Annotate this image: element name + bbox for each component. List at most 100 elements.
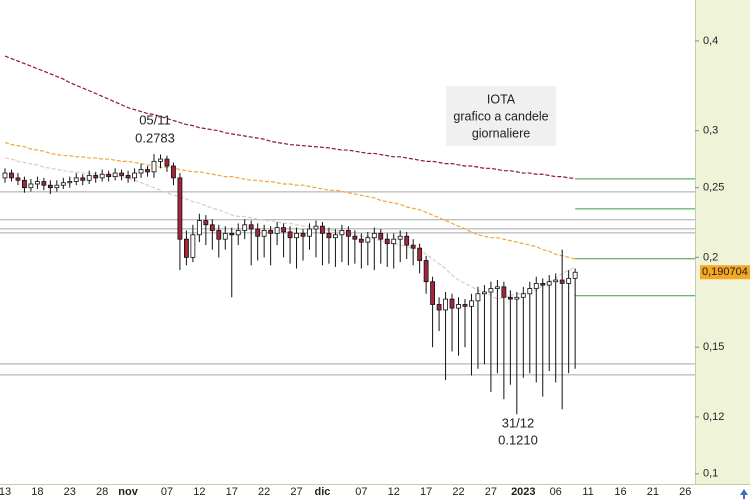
x-tick-label: 06: [550, 486, 562, 498]
candle-body: [2, 172, 8, 179]
candle-body: [177, 177, 183, 240]
candle-body: [41, 181, 47, 186]
candle-body: [307, 228, 312, 237]
candle-body: [138, 169, 144, 174]
x-tick-label: dic: [315, 486, 331, 498]
candle-body: [99, 173, 105, 179]
candle-body: [410, 244, 416, 249]
candle-body: [320, 225, 325, 234]
candle-body: [171, 165, 176, 179]
candle-body: [488, 288, 494, 293]
y-tick-label: 0,25: [703, 182, 724, 194]
x-tick-label: 13: [0, 486, 11, 498]
x-tick-label: 17: [420, 486, 432, 498]
y-tick-label: 0,3: [703, 125, 718, 137]
candle-body: [73, 177, 79, 182]
candle-body: [80, 177, 86, 181]
annotation: 0.1210: [498, 432, 538, 447]
candle-body: [158, 158, 163, 162]
candle-body: [430, 281, 436, 305]
annotation: 31/12: [502, 415, 535, 430]
candle-body: [507, 296, 513, 300]
candle-body: [572, 271, 578, 279]
candle-body: [15, 177, 21, 181]
candle-body: [242, 224, 248, 231]
candle-body: [119, 172, 125, 176]
candle-body: [274, 227, 280, 234]
candle-body: [106, 173, 112, 178]
moving-average: [4, 141, 576, 260]
candle-body: [54, 184, 60, 189]
candle-body: [482, 291, 487, 295]
candle-body: [533, 283, 539, 289]
candle-body: [436, 304, 442, 311]
candle-body: [566, 277, 572, 284]
corner-icon: [740, 489, 748, 499]
candle-body: [456, 304, 461, 309]
candle-body: [339, 230, 345, 236]
annotation: 0.2783: [135, 130, 175, 145]
x-tick-label: 2023: [511, 486, 535, 498]
x-tick-label: 26: [679, 486, 691, 498]
candle-body: [391, 238, 397, 245]
candle-body: [494, 286, 500, 289]
x-tick-label: 22: [258, 486, 270, 498]
x-tick-label: 28: [96, 486, 108, 498]
candle-body: [294, 232, 299, 239]
moving-average: [4, 55, 576, 180]
candle-body: [358, 238, 364, 243]
candle-body: [47, 184, 53, 189]
candle-body: [145, 169, 150, 173]
x-tick-label: 11: [582, 486, 593, 498]
candle-body: [216, 230, 222, 240]
candle-body: [527, 288, 533, 295]
candle-body: [9, 172, 14, 179]
last-price-box: [700, 265, 750, 280]
candle-body: [501, 286, 507, 298]
candle-body: [300, 232, 306, 237]
x-tick-label: 22: [452, 486, 464, 498]
y-tick-label: 0,4: [703, 35, 718, 47]
candle-body: [222, 232, 228, 240]
info-box: [446, 86, 556, 146]
candle-body: [352, 235, 358, 240]
x-tick-label: 07: [355, 486, 367, 498]
info-text: IOTA: [487, 92, 516, 106]
y-axis-panel: [695, 0, 750, 484]
candle-body: [67, 181, 73, 184]
candle-body: [423, 260, 429, 283]
candle-body: [443, 298, 448, 311]
candle-body: [287, 231, 293, 239]
candle-body: [125, 175, 131, 179]
y-tick-label: 0,2: [703, 251, 718, 263]
candle-body: [209, 224, 215, 231]
candle-body: [28, 183, 34, 189]
candle-body: [475, 293, 481, 302]
last-price-label: 0,190704: [702, 266, 748, 278]
candle-body: [190, 234, 196, 258]
candle-body: [333, 234, 338, 239]
candle-body: [203, 220, 209, 226]
candle-body: [93, 175, 99, 179]
annotation: 05/11: [139, 112, 171, 127]
candle-body: [553, 279, 559, 283]
candle-body: [378, 232, 384, 240]
x-tick-label: nov: [118, 486, 138, 498]
x-tick-label: 07: [161, 486, 173, 498]
candle-body: [261, 230, 267, 237]
candle-body: [449, 298, 455, 309]
x-tick-label: 16: [614, 486, 626, 498]
candle-body: [559, 279, 565, 284]
candle-body: [397, 235, 403, 240]
candle-body: [34, 181, 40, 185]
candle-body: [229, 232, 235, 236]
candle-body: [60, 182, 66, 186]
candle-body: [313, 225, 319, 230]
candle-body: [248, 224, 254, 230]
x-tick-label: 12: [193, 486, 205, 498]
candle-body: [417, 247, 423, 261]
candle-body: [281, 227, 286, 233]
candle-body: [345, 230, 351, 237]
